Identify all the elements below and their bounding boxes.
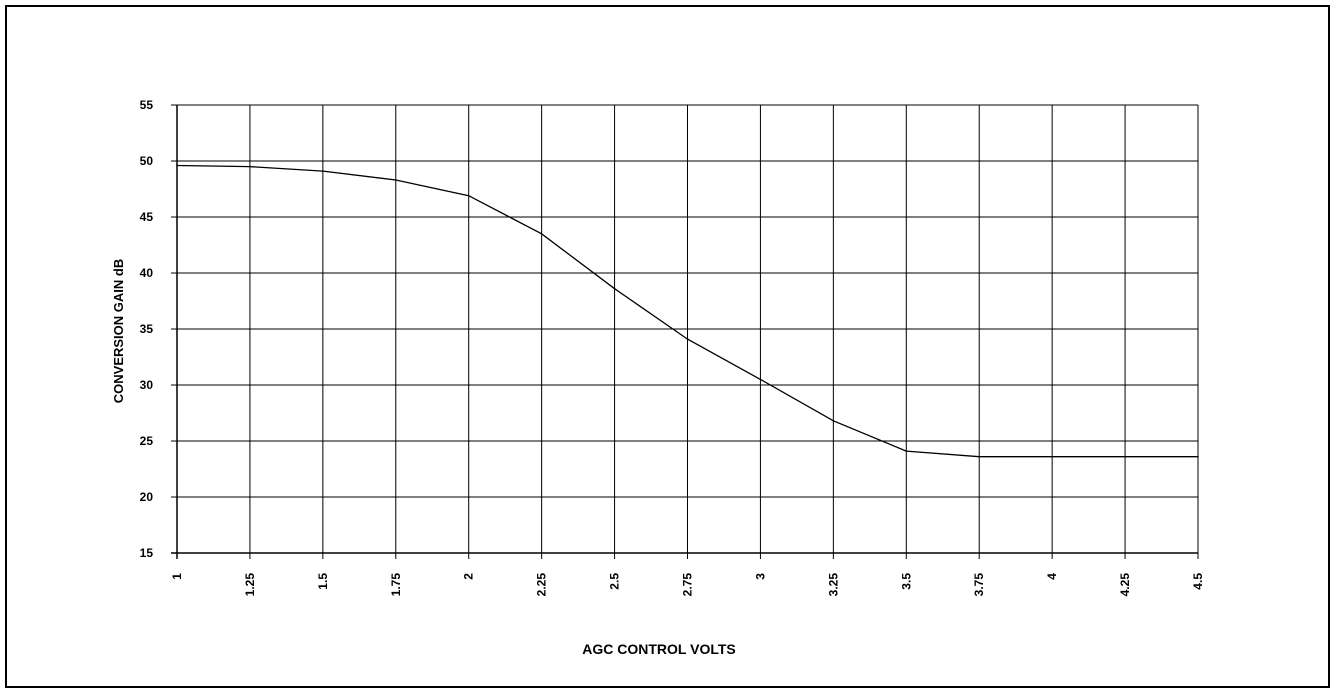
- y-tick-labels: 55 50 45 40 35 30 25 20 15: [140, 98, 154, 560]
- data-point: [1051, 455, 1053, 458]
- data-point: [832, 420, 835, 422]
- x-tick-label: 3.25: [826, 573, 840, 597]
- x-tick-label: 2: [462, 573, 476, 580]
- y-tick-label: 45: [140, 210, 154, 224]
- chart-frame: [5, 5, 1330, 688]
- x-tick-label: 3.5: [899, 573, 913, 590]
- data-point: [613, 287, 616, 290]
- data-point: [1197, 455, 1199, 458]
- x-tick-label: 3: [753, 573, 767, 580]
- x-tick-label: 1.5: [316, 573, 330, 590]
- x-tick-label: 1.75: [389, 573, 403, 597]
- axes: [171, 104, 1199, 559]
- x-axis-title: AGC CONTROL VOLTS: [582, 641, 735, 657]
- y-tick-label: 40: [140, 266, 154, 280]
- y-axis-title: CONVERSION GAIN dB: [111, 259, 126, 403]
- data-point: [905, 450, 908, 452]
- x-tick-label: 2.5: [608, 573, 622, 590]
- data-point: [686, 338, 689, 340]
- data-point: [176, 164, 178, 167]
- series: [176, 164, 1199, 458]
- data-point: [759, 378, 762, 381]
- y-tick-label: 55: [140, 98, 154, 112]
- y-tick-label: 25: [140, 434, 154, 448]
- y-tick-label: 50: [140, 154, 154, 168]
- x-tick-label: 4: [1045, 573, 1059, 580]
- x-tick-label: 4.5: [1191, 573, 1205, 590]
- x-tick-label: 3.75: [972, 573, 986, 597]
- x-tick-label: 2.75: [681, 573, 695, 597]
- x-tick-label: 1: [170, 573, 184, 580]
- data-point: [1124, 455, 1126, 458]
- data-point: [540, 233, 543, 235]
- data-point: [249, 165, 251, 168]
- y-tick-label: 35: [140, 322, 154, 336]
- data-point: [467, 194, 470, 197]
- y-tick-label: 30: [140, 378, 154, 392]
- y-tick-label: 15: [140, 546, 154, 560]
- x-tick-label: 1.25: [243, 573, 257, 597]
- x-tick-labels: 1 1.25 1.5 1.75 2 2.25 2.5 2.75 3 3.25 3.5 3.75 4 4.2…: [170, 573, 1205, 597]
- data-point: [322, 170, 324, 172]
- x-tick-label: 2.25: [535, 573, 549, 597]
- x-tick-label: 4.25: [1118, 573, 1132, 597]
- data-point: [978, 455, 981, 458]
- data-point: [394, 179, 397, 181]
- y-tick-label: 20: [140, 490, 154, 504]
